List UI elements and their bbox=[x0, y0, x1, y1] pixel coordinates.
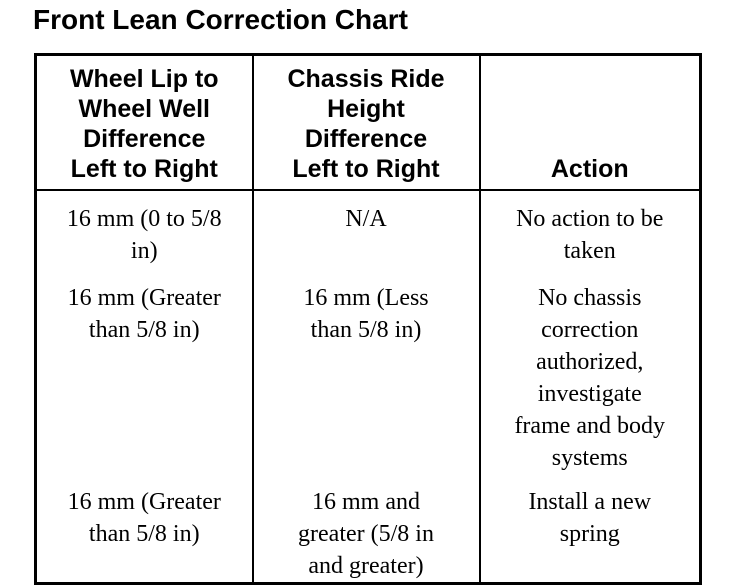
cell-row3-chassis-ride: 16 mm and greater (5/8 in and greater) bbox=[251, 474, 481, 584]
header-row: Wheel Lip to Wheel Well Difference Left … bbox=[34, 53, 702, 191]
cell-row2-chassis-ride: 16 mm (Less than 5/8 in) bbox=[251, 270, 481, 474]
cell-row1-action: No action to be taken bbox=[478, 190, 702, 270]
cell-row2-wheel-lip: 16 mm (Greater than 5/8 in) bbox=[34, 270, 254, 474]
table-row: 16 mm (Greater than 5/8 in) 16 mm and gr… bbox=[34, 474, 702, 584]
cell-row3-action: Install a new spring bbox=[478, 474, 702, 584]
cell-row1-chassis-ride: N/A bbox=[251, 190, 481, 270]
column-header-wheel-lip-difference: Wheel Lip to Wheel Well Difference Left … bbox=[34, 53, 254, 191]
table-row: 16 mm (Greater than 5/8 in) 16 mm (Less … bbox=[34, 270, 702, 474]
column-header-chassis-ride-height-difference: Chassis Ride Height Difference Left to R… bbox=[251, 53, 481, 191]
cell-row2-action: No chassis correction authorized, invest… bbox=[478, 270, 702, 474]
cell-row1-wheel-lip: 16 mm (0 to 5/8 in) bbox=[34, 190, 254, 270]
page-title: Front Lean Correction Chart bbox=[33, 4, 408, 35]
front-lean-correction-table: Wheel Lip to Wheel Well Difference Left … bbox=[34, 53, 702, 585]
cell-row3-wheel-lip: 16 mm (Greater than 5/8 in) bbox=[34, 474, 254, 584]
table-row: 16 mm (0 to 5/8 in) N/A No action to be … bbox=[34, 190, 702, 270]
column-header-action: Action bbox=[478, 53, 702, 191]
